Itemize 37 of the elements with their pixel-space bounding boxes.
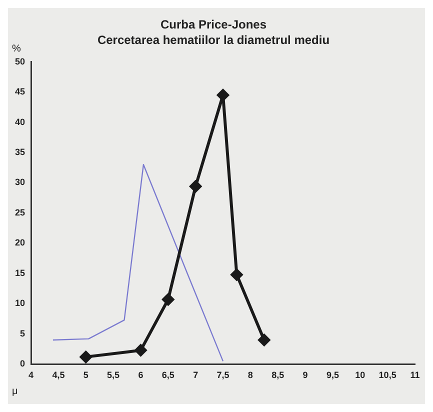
point [230,268,243,281]
y-tick-label: 35 [14,147,26,158]
x-tick-label: 8,5 [272,370,284,380]
point [258,334,270,346]
point [134,344,147,356]
y-tick-label: 40 [14,116,26,127]
point [162,293,174,306]
x-tick-label: 5,5 [107,370,120,380]
x-tick-label: 6,5 [162,370,174,380]
y-tick-label: 30 [14,177,26,188]
point [217,89,230,102]
point [190,180,202,192]
x-tick-label: 9 [302,370,308,380]
x-tick-label: 9,5 [326,370,339,380]
y-tick-label: 20 [14,238,26,248]
x-tick-label: 4,5 [52,370,65,380]
x-tick-label: 10,5 [378,370,396,380]
x-axis-title: μ [12,386,18,397]
x-tick-label: 7,5 [216,370,230,380]
chart-title: Curba Price-Jones [160,18,267,32]
y-tick-label: 10 [14,298,26,308]
x-tick-label: 11 [410,370,420,380]
x-tick-label: 6 [138,370,144,380]
x-tick-label: 8 [248,370,253,380]
y-axis-title: % [12,44,21,55]
x-tick-label: 7 [193,370,198,380]
chart-subtitle: Cercetarea hematiilor la diametrul mediu [97,32,330,47]
y-tick-label: 15 [14,268,26,278]
y-tick-label: 50 [14,56,26,66]
y-tick-label: 25 [14,207,26,218]
x-tick-label: 5 [83,370,88,380]
x-tick-label: 4 [28,370,34,380]
y-tick-label: 45 [14,86,26,97]
x-tick-label: 10 [355,370,366,380]
y-tick-label: 5 [20,328,26,338]
point [80,350,92,363]
y-tick-label: 0 [20,358,26,369]
